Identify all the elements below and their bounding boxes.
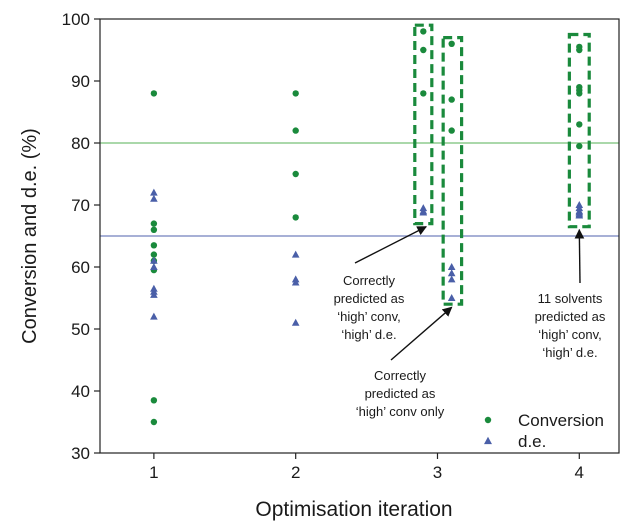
point-conversion-20 — [576, 46, 583, 54]
annotation-2-line-0: 11 solvents — [538, 291, 603, 306]
annotation-arrow-2 — [574, 228, 585, 284]
highlight-box-1 — [441, 35, 464, 306]
highlight-box-2 — [567, 32, 591, 229]
point-conversion-11 — [292, 170, 299, 178]
point-de-11 — [291, 318, 300, 326]
annotations-layer: Correctly predicted as ‘high’ conv, ‘high’ … — [334, 226, 606, 419]
point-conversion-12 — [292, 214, 299, 221]
annotation-0-line-0: Correctly — [343, 273, 396, 288]
x-axis-label: Optimisation iteration — [255, 498, 452, 521]
annotation-2-line-3: ‘high’ d.e. — [542, 345, 597, 360]
point-conversion-7 — [150, 397, 158, 404]
point-conversion-10 — [292, 127, 299, 134]
point-de-8 — [291, 250, 300, 258]
legend-label-0: Conversion — [518, 411, 604, 430]
y-axis-label: Conversion and d.e. (%) — [19, 128, 41, 344]
y-tick-label-7: 100 — [62, 10, 90, 29]
point-conversion-18 — [448, 127, 455, 134]
point-conversion-1 — [150, 220, 158, 227]
point-conversion-3 — [150, 242, 158, 249]
point-conversion-9 — [292, 90, 299, 97]
legend: Conversion d.e. — [484, 411, 604, 451]
x-tick-label-3: 4 — [575, 463, 584, 482]
y-tick-label-4: 70 — [71, 196, 90, 215]
point-de-15 — [447, 263, 456, 270]
highlight-box-0 — [413, 23, 434, 226]
annotation-1-line-0: Correctly — [374, 368, 427, 383]
data-points-layer — [150, 28, 584, 426]
point-conversion-24 — [576, 121, 583, 128]
tick-labels-layer: 1 2 3 4 30 40 50 60 70 80 90 100 — [62, 10, 584, 482]
annotation-0-line-1: predicted as — [334, 291, 405, 306]
point-conversion-23 — [576, 90, 583, 97]
annotation-1-line-2: ‘high’ conv only — [356, 404, 445, 419]
point-de-0 — [150, 188, 158, 196]
point-conversion-13 — [420, 28, 427, 35]
point-de-7 — [150, 312, 158, 320]
threshold-lines-layer — [100, 142, 619, 237]
point-conversion-14 — [420, 46, 427, 54]
x-tick-label-0: 1 — [149, 463, 158, 482]
x-tick-label-2: 3 — [433, 463, 442, 482]
highlight-boxes-layer — [413, 23, 591, 306]
point-de-24 — [575, 211, 584, 219]
point-conversion-8 — [150, 418, 158, 426]
legend-marker-conversion — [484, 416, 492, 424]
legend-label-1: d.e. — [518, 432, 546, 451]
legend-marker-de — [484, 436, 492, 445]
point-conversion-4 — [150, 251, 158, 258]
point-de-6 — [150, 290, 158, 298]
point-de-17 — [447, 275, 456, 283]
point-de-16 — [447, 269, 456, 277]
y-tick-label-2: 50 — [71, 320, 90, 339]
annotation-1-line-1: predicted as — [365, 386, 436, 401]
point-conversion-25 — [576, 142, 583, 150]
point-conversion-16 — [448, 40, 455, 47]
point-de-14 — [419, 208, 428, 216]
x-tick-label-1: 2 — [291, 463, 300, 482]
y-tick-label-3: 60 — [71, 258, 90, 277]
point-de-1 — [150, 194, 158, 202]
point-de-2 — [150, 256, 158, 264]
annotation-0-line-2: ‘high’ conv, — [337, 309, 401, 324]
annotation-2-line-1: predicted as — [535, 309, 606, 324]
annotation-0-line-3: ‘high’ d.e. — [341, 327, 396, 342]
axes-layer — [94, 18, 620, 459]
annotation-2-line-2: ‘high’ conv, — [538, 327, 602, 342]
point-de-3 — [150, 263, 158, 270]
plot-frame — [99, 18, 620, 454]
point-conversion-17 — [448, 96, 455, 103]
point-de-10 — [291, 278, 300, 286]
point-conversion-15 — [420, 90, 427, 97]
annotation-arrow-0 — [354, 226, 428, 264]
y-tick-label-1: 40 — [71, 382, 90, 401]
y-tick-label-5: 80 — [71, 134, 90, 153]
y-tick-label-0: 30 — [71, 444, 90, 463]
annotation-arrow-1 — [390, 306, 453, 361]
y-tick-label-6: 90 — [71, 72, 90, 91]
point-de-18 — [447, 294, 456, 301]
point-conversion-0 — [150, 90, 158, 97]
point-conversion-2 — [150, 226, 158, 233]
